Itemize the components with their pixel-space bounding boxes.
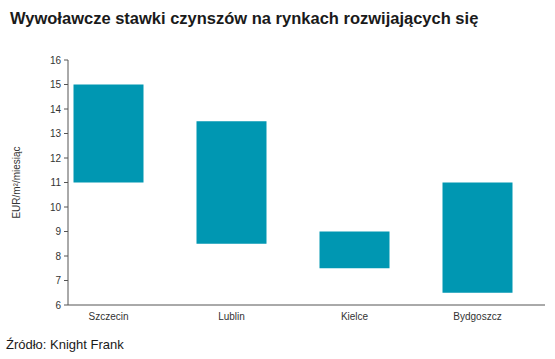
x-tick-label: Szczecin xyxy=(88,311,128,322)
y-tick xyxy=(64,207,68,208)
x-tick-label: Kielce xyxy=(341,311,369,322)
title: Wywoławcze stawki czynszów na rynkach ro… xyxy=(10,9,478,27)
y-tick xyxy=(64,305,68,306)
y-tick-label: 7 xyxy=(55,275,61,286)
y-tick xyxy=(64,256,68,257)
y-tick-label: 9 xyxy=(55,226,61,237)
y-tick xyxy=(64,109,68,110)
y-tick-label: 8 xyxy=(55,251,61,262)
range-bar xyxy=(74,85,144,183)
y-tick-label: 13 xyxy=(50,128,62,139)
y-tick xyxy=(64,280,68,281)
y-tick-label: 14 xyxy=(50,104,62,115)
y-tick xyxy=(64,158,68,159)
x-axis xyxy=(68,305,545,306)
y-tick-label: 12 xyxy=(50,153,62,164)
y-tick-label: 15 xyxy=(50,79,62,90)
y-tick-label: 10 xyxy=(50,202,62,213)
range-bar xyxy=(443,183,513,293)
y-tick xyxy=(64,231,68,232)
range-bar xyxy=(197,121,267,244)
y-tick-label: 11 xyxy=(51,177,62,188)
x-tick-label: Lublin xyxy=(218,311,245,322)
range-bar xyxy=(320,232,390,269)
source: Źródło: Knight Frank xyxy=(6,337,124,352)
y-tick xyxy=(64,60,68,61)
y-tick-label: 6 xyxy=(55,300,61,311)
chart: Wywoławcze stawki czynszów na rynkach ro… xyxy=(0,0,555,359)
y-axis-label: EUR/m²/miesiąc xyxy=(11,146,22,218)
bars xyxy=(74,85,513,293)
x-tick-label: Bydgoszcz xyxy=(453,311,501,322)
y-tick xyxy=(64,84,68,85)
y-tick xyxy=(64,133,68,134)
y-tick-label: 16 xyxy=(50,55,62,66)
y-tick xyxy=(64,182,68,183)
